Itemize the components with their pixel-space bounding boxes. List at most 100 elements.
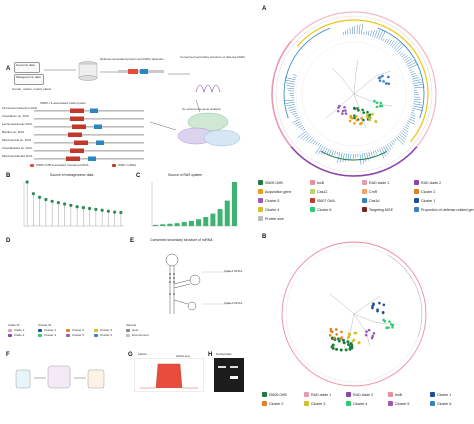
legend-cluster-5: Cluster 5 bbox=[66, 333, 84, 338]
legend-label: IS605 OrfB associated Conserved RNA bbox=[36, 163, 89, 167]
lollipop-point bbox=[75, 205, 79, 209]
panel-label-a-left: A bbox=[6, 66, 11, 72]
legend-clade-heading: Clade ID bbox=[8, 323, 20, 327]
legend-swatch bbox=[362, 189, 367, 194]
legend-cluster-heading: Cluster ID bbox=[38, 323, 52, 327]
legend-swatch bbox=[258, 207, 263, 212]
legend-swatch bbox=[258, 180, 263, 185]
legend-swatch bbox=[94, 334, 98, 338]
legend-swatch bbox=[346, 392, 351, 397]
defense-search-label: Defense-associated protein and FDRs dete… bbox=[100, 57, 164, 61]
legend-cluster-3: Cluster 3 bbox=[94, 328, 113, 333]
legend-label: Cluster 4 bbox=[353, 401, 368, 406]
legend-label: Cluster 5 bbox=[265, 198, 280, 203]
genome-row-label: Bacillus sp. RAS bbox=[2, 130, 25, 134]
legend-clade-1: Clade 1 bbox=[8, 328, 24, 333]
panel-e-label-2: Clade2 RNA1 bbox=[224, 301, 243, 305]
panel-g-tag: sRNA-seq bbox=[176, 354, 190, 358]
lollipop-point bbox=[25, 180, 29, 184]
chart-b-lollipop bbox=[23, 180, 124, 227]
chart-c-bars bbox=[151, 182, 238, 227]
legend-label: Cluster 4 bbox=[44, 333, 57, 337]
panel-h-gel bbox=[214, 358, 244, 392]
sources-label: human, marine, mainly plants bbox=[12, 87, 52, 91]
legend-item: Cluster 6 bbox=[310, 207, 331, 212]
legend-item: Proportion of defense-related genes bbox=[414, 207, 474, 212]
legend-label: Cluster 1 bbox=[421, 198, 436, 203]
legend-label: IS607 ncRNA bbox=[118, 163, 137, 167]
legend-item: CmR bbox=[362, 189, 377, 194]
legend-swatch bbox=[258, 216, 263, 221]
legend-swatch bbox=[262, 392, 267, 397]
legend-item: RAD clade 1 bbox=[304, 392, 331, 397]
legend-swatch bbox=[126, 334, 130, 338]
conserved-structure-label: Conserved secondary structure of defense… bbox=[180, 55, 246, 59]
bar bbox=[231, 182, 237, 226]
legend-label: IS605 OrfB bbox=[269, 392, 287, 397]
legend-item: IS607 OrfA bbox=[310, 198, 335, 203]
legend-item: Cluster 6 bbox=[430, 401, 451, 406]
legend-label: Cluster 3 bbox=[100, 328, 113, 332]
lollipop-point bbox=[113, 210, 117, 214]
legend-item: Cluster 1 bbox=[430, 392, 451, 397]
legend-label: RAD clade 2 bbox=[421, 180, 442, 185]
circular-tree-a bbox=[271, 11, 437, 177]
legend-swatch bbox=[346, 401, 351, 406]
legend-swatch bbox=[388, 392, 393, 397]
tree-a-legend: IS605 OrfB IscB RAD clade 1 RAD clade 2 Acqu… bbox=[258, 180, 474, 232]
bar bbox=[196, 219, 202, 226]
lollipop-point bbox=[63, 202, 67, 206]
bar bbox=[224, 200, 230, 226]
legend-swatch bbox=[362, 198, 367, 203]
legend-label: RAD clade 1 bbox=[311, 392, 332, 397]
panel-label-c: C bbox=[136, 173, 141, 179]
legend-swatch bbox=[414, 198, 419, 203]
legend-swatch bbox=[310, 189, 315, 194]
legend-swatch bbox=[94, 329, 98, 333]
panel-label-g: G bbox=[128, 352, 133, 358]
legend-item: RAD clade 2 bbox=[414, 180, 441, 185]
bar bbox=[181, 222, 187, 226]
legend-item: Cluster 2 bbox=[262, 401, 283, 406]
legend-cluster-2: Cluster 2 bbox=[66, 328, 84, 333]
legend-label: Proportion of defense-related genes bbox=[421, 207, 474, 212]
chart-c-title: Source of RAS system bbox=[168, 173, 203, 177]
genome-row-label: Lachnospiraceae RAS bbox=[2, 122, 32, 126]
legend-swatch bbox=[262, 401, 267, 406]
legend-swatch bbox=[126, 329, 130, 333]
legend-cluster-1: Cluster 1 bbox=[38, 328, 56, 333]
legend-item: Cluster 5 bbox=[388, 401, 409, 406]
lollipop-point bbox=[119, 210, 123, 215]
bar bbox=[160, 224, 166, 226]
circular-tree-d bbox=[10, 242, 120, 322]
panel-f-schematic bbox=[15, 365, 105, 389]
panel-label-b-left: B bbox=[6, 173, 11, 179]
legend-sample-host: Host bbox=[126, 328, 139, 333]
legend-item: RAD clade 2 bbox=[346, 392, 373, 397]
legend-label: CmR bbox=[369, 189, 378, 194]
legend-item: Acquisition gene bbox=[258, 189, 291, 194]
circular-tree-b bbox=[281, 241, 427, 387]
legend-swatch bbox=[304, 392, 309, 397]
lollipop-point bbox=[31, 192, 35, 196]
legend-sample-env: Environment bbox=[126, 333, 149, 338]
legend-swatch bbox=[8, 334, 12, 338]
panel-a-workflow-graphics bbox=[34, 61, 241, 161]
legend-swatch bbox=[414, 207, 419, 212]
legend-item: Cluster 2 bbox=[414, 189, 435, 194]
legend-label: Cluster 2 bbox=[269, 401, 284, 406]
panel-e-title: Conserved secondary structure of ncRNA bbox=[150, 238, 213, 242]
lollipop-point bbox=[38, 195, 42, 199]
rna-secondary-structure bbox=[165, 253, 230, 314]
legend-label: Cluster 6 bbox=[437, 401, 452, 406]
legend-item: IscB bbox=[388, 392, 402, 397]
legend-swatch bbox=[414, 189, 419, 194]
legend-item: Cluster 4 bbox=[258, 207, 279, 212]
legend-item: Targeting MGE bbox=[362, 207, 393, 212]
lollipop-point bbox=[44, 197, 48, 202]
legend-swatch bbox=[30, 164, 34, 168]
lollipop-point bbox=[106, 209, 110, 213]
legend-label: Host bbox=[132, 328, 139, 332]
tree-b-legend: IS605 OrfB RAD clade 1 RAD clade 2 IscB Clus… bbox=[262, 392, 472, 420]
legend-item: Cluster 5 bbox=[258, 198, 279, 203]
